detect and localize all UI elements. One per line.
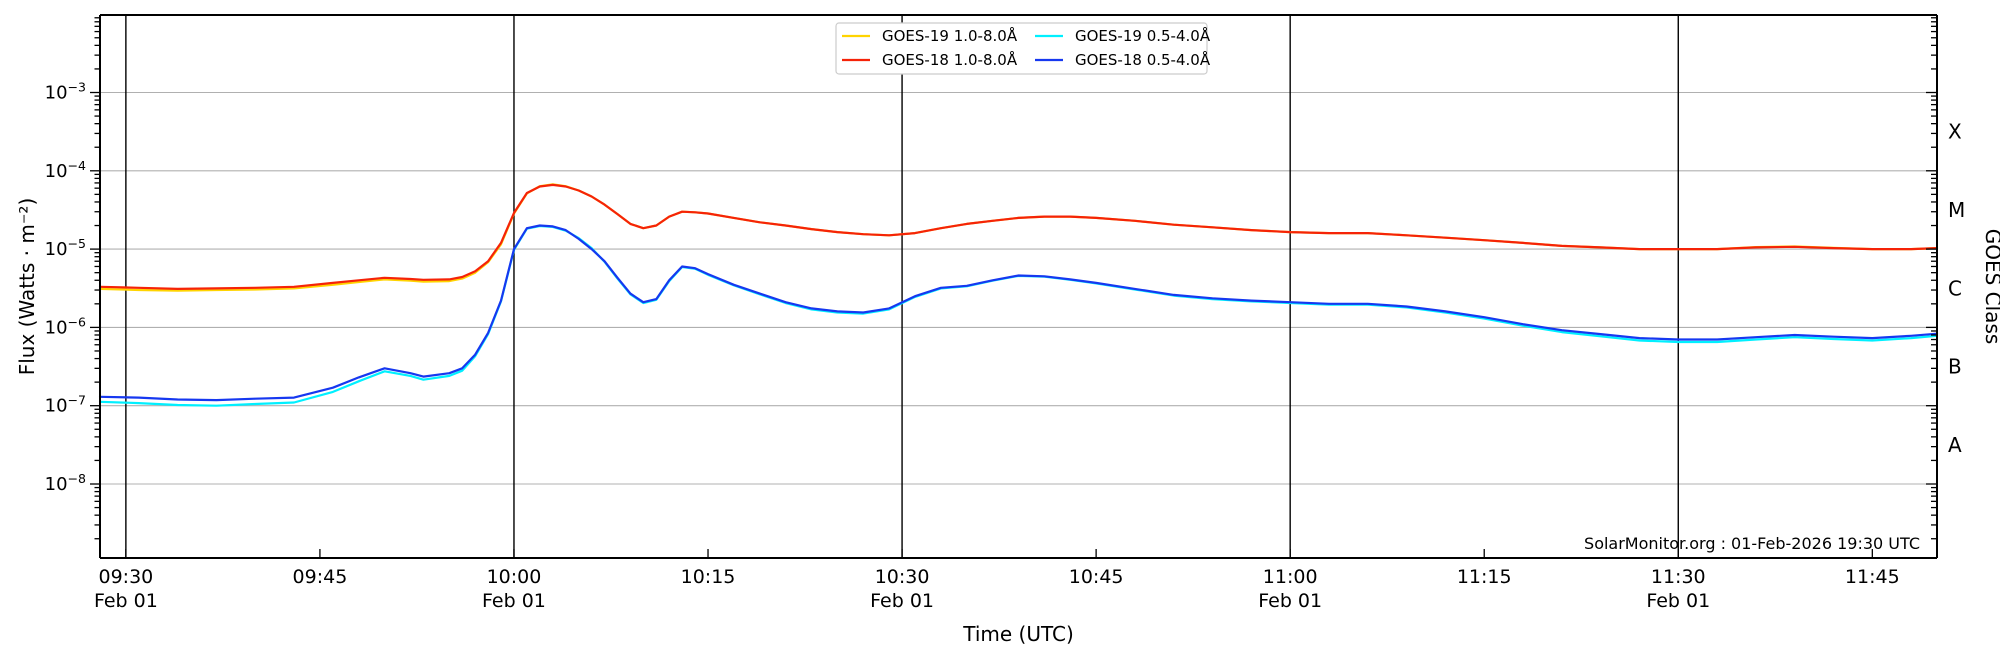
x-tick-label: 10:15	[681, 566, 736, 588]
goes-class-label: M	[1948, 198, 1965, 222]
x-axis-title: Time (UTC)	[962, 622, 1074, 646]
legend-item: GOES-18 0.5-4.0Å	[1035, 50, 1211, 69]
axis-ticks	[90, 17, 1937, 558]
legend-box	[835, 22, 1208, 75]
goes-class-label: X	[1948, 120, 1962, 144]
axes-spines	[99, 14, 1938, 559]
x-tick-label: 11:45	[1845, 566, 1900, 588]
x-date-sublabel: Feb 01	[870, 590, 934, 612]
series-line	[98, 224, 1939, 402]
x-tick-label: 09:30	[98, 566, 153, 588]
time-vlines	[125, 15, 1679, 558]
legend-item: GOES-18 1.0-8.0Å	[842, 50, 1018, 69]
series-lines	[98, 183, 1939, 407]
right-axis-title: GOES Class	[1981, 229, 2000, 345]
x-tick-label: 11:30	[1651, 566, 1706, 588]
x-tick-label: 10:45	[1069, 566, 1124, 588]
goes-class-labels: X M C B A	[1948, 120, 1965, 457]
legend-label: GOES-19 1.0-8.0Å	[882, 26, 1018, 45]
series-line	[98, 183, 1939, 290]
goes-class-label: A	[1948, 433, 1962, 457]
legend-item: GOES-19 0.5-4.0Å	[1035, 26, 1211, 45]
x-tick-label: 09:45	[293, 566, 348, 588]
x-tick-label: 11:15	[1457, 566, 1512, 588]
x-date-sublabel: Feb 01	[1258, 590, 1322, 612]
x-tick-label: 10:30	[875, 566, 930, 588]
x-date-sublabel: Feb 01	[482, 590, 546, 612]
goes-class-label: B	[1948, 355, 1962, 379]
legend-label: GOES-19 0.5-4.0Å	[1075, 26, 1211, 45]
x-tick-label: 10:00	[487, 566, 542, 588]
x-tick-labels: 09:30 09:45 10:00 10:15 10:30 10:45 11:00 11:15…	[94, 566, 1900, 612]
legend-label: GOES-18 1.0-8.0Å	[882, 50, 1018, 69]
legend-label: GOES-18 0.5-4.0Å	[1075, 50, 1211, 69]
watermark-text: SolarMonitor.org : 01-Feb-2026 19:30 UTC	[1584, 534, 1920, 553]
x-date-sublabel: Feb 01	[94, 590, 158, 612]
x-tick-label: 11:00	[1263, 566, 1318, 588]
y-tick-label: 10−4	[45, 158, 86, 182]
gridlines	[100, 91, 1937, 485]
y-axis-title: Flux (Watts · m⁻²)	[15, 198, 39, 376]
goes-class-label: C	[1948, 276, 1962, 300]
legend: GOES-19 1.0-8.0Å GOES-18 1.0-8.0Å GOES-19 …	[835, 22, 1211, 75]
x-date-sublabel: Feb 01	[1646, 590, 1710, 612]
legend-item: GOES-19 1.0-8.0Å	[842, 26, 1018, 45]
